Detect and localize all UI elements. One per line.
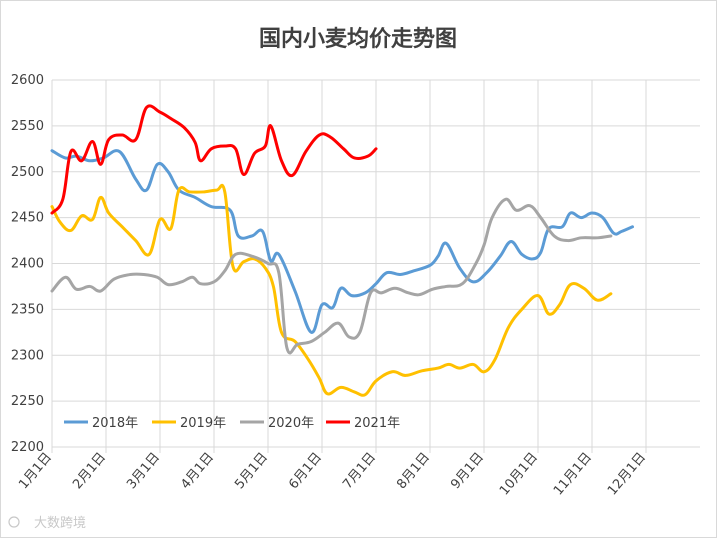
watermark-logo-icon <box>8 516 20 528</box>
y-tick-label: 2450 <box>11 211 44 226</box>
legend-label: 2021年 <box>354 416 400 431</box>
y-tick-label: 2250 <box>11 394 44 409</box>
y-tick-label: 2300 <box>11 348 44 363</box>
y-tick-label: 2550 <box>11 119 44 134</box>
series-layer <box>50 104 634 397</box>
y-tick-label: 2600 <box>11 73 44 88</box>
legend: 2018年 2019年 2020年 2021年 <box>64 416 400 431</box>
watermark-text: 大数跨境 <box>34 516 86 531</box>
y-tick-label: 2200 <box>11 440 44 455</box>
y-axis: 2200 2250 2300 2350 2400 2450 2500 2550 2600 <box>11 73 44 455</box>
y-tick-label: 2500 <box>11 165 44 180</box>
series-line-3 <box>50 197 613 355</box>
y-tick-label: 2400 <box>11 257 44 272</box>
chart-title: 国内小麦均价走势图 <box>259 26 457 52</box>
series-line-4 <box>50 104 378 215</box>
series-line-2 <box>50 183 613 397</box>
watermark: 大数跨境 <box>8 516 86 531</box>
legend-label: 2019年 <box>180 416 226 431</box>
y-tick-label: 2350 <box>11 302 44 317</box>
legend-label: 2020年 <box>268 416 314 431</box>
legend-label: 2018年 <box>92 416 138 431</box>
